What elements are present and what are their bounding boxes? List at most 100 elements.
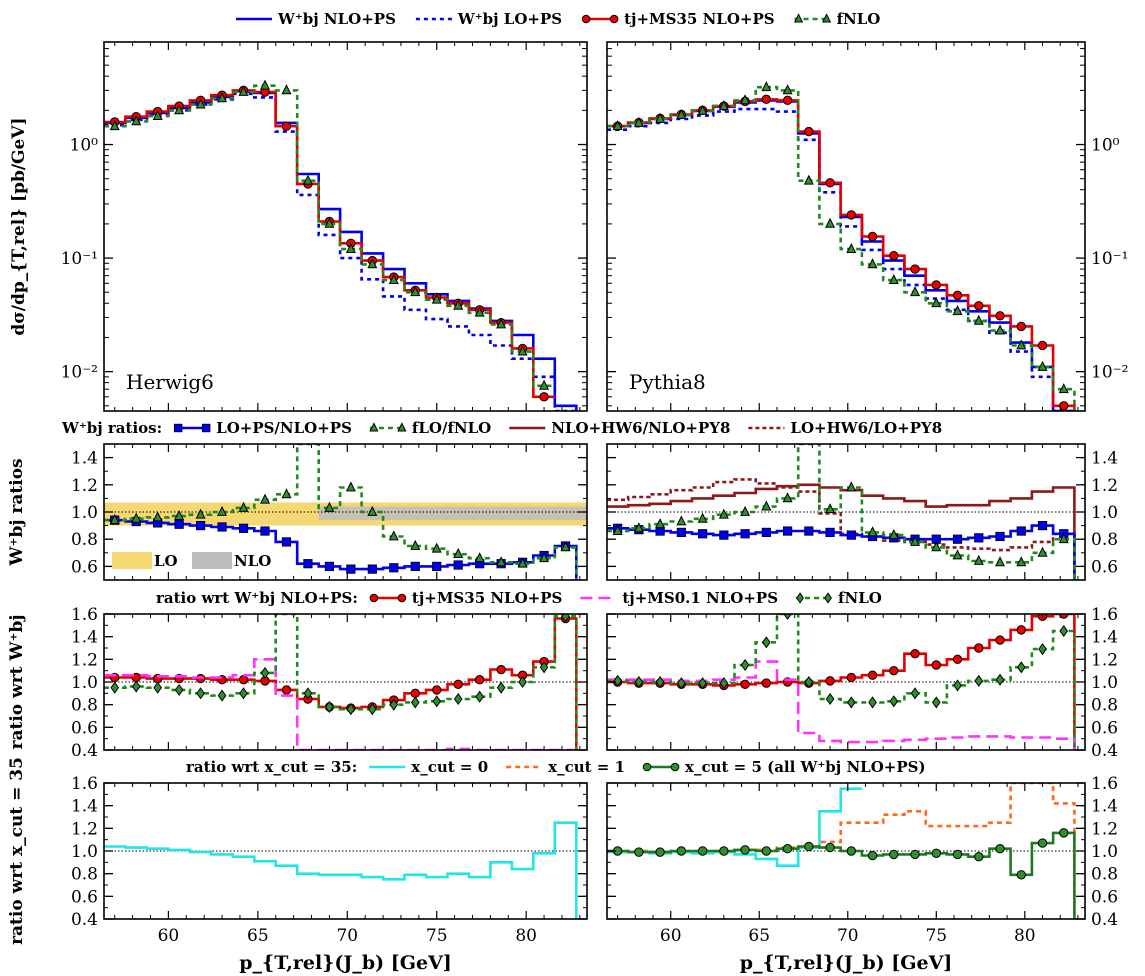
marker-fnlo (217, 92, 228, 103)
marker-flo_ratio (931, 541, 942, 552)
x-tick-label: 75 (426, 926, 448, 946)
panel-ratio2: 0.40.60.81.01.21.41.60.40.60.81.01.21.41… (7, 605, 1118, 761)
y-tick-label: 0.8 (1091, 696, 1118, 716)
marker-flo_ratio (431, 542, 442, 553)
series-fnlo (104, 84, 555, 388)
band-legend-nlo-label: NLO (234, 552, 271, 570)
series-tj_01 (104, 658, 577, 750)
y-tick-label: 1.2 (1091, 650, 1118, 670)
marker-fnlo (131, 115, 142, 126)
marker-fnlo_r (174, 683, 184, 696)
panel-ratio3: 0.40.60.81.01.21.41.660 65 70 75 80p_{T,rel}… (7, 757, 1118, 974)
y-tick-label: 0.4 (1091, 910, 1118, 930)
y-tick-label: 1.0 (71, 842, 98, 862)
marker-x5 (1016, 870, 1026, 880)
marker-x5 (910, 849, 920, 860)
legend-marker-flo_ratio (369, 422, 379, 432)
legend-label-x5: x_cut = 5 (all W⁺bj NLO+PS) (685, 758, 926, 776)
series-tj_01 (607, 660, 1076, 750)
marker-tj_35 (432, 685, 442, 695)
legend: W⁺bj NLO+PS W⁺bj LO+PS tj+MS35 NLO+PS fNLO (236, 10, 880, 28)
legend-label-w_lo: W⁺bj LO+PS (457, 10, 562, 28)
marker-fnlo (496, 318, 507, 329)
legend-label-flo_ratio: fLO/fNLO (412, 419, 491, 437)
marker-fnlo (1016, 339, 1027, 350)
marker-fnlo (238, 85, 249, 96)
series-x5 (607, 831, 1076, 919)
marker-fnlo_r (931, 696, 941, 709)
legend-label-fnlo_r: fNLO (838, 589, 882, 607)
legend-label-hw_py_nlo: NLO+HW6/NLO+PY8 (551, 419, 730, 437)
legend-label-x1: x_cut = 1 (548, 758, 625, 776)
marker-tj_35 (931, 280, 941, 290)
marker-lo_ratio (281, 537, 292, 547)
legend-label-tj_35: tj+MS35 NLO+PS (412, 589, 562, 607)
marker-x5 (634, 847, 644, 857)
marker-tj_35 (1059, 401, 1069, 411)
plot-area-ratio1-0 (104, 444, 587, 580)
plot-area-ratio3-0 (104, 821, 587, 919)
marker-lo_ratio (1016, 526, 1026, 536)
marker-tj_35 (910, 264, 920, 274)
series-w_nlo (607, 99, 1075, 411)
marker-lo_ratio (782, 526, 793, 536)
marker-x5 (825, 842, 835, 853)
marker-fnlo (410, 286, 421, 297)
marker-tj_35 (761, 94, 772, 105)
marker-tj_35 (867, 670, 878, 680)
marker-lo_ratio (195, 521, 206, 531)
marker-fnlo_r (910, 687, 920, 700)
panel-main: 10⁰ 10⁻¹ 10⁻² Herwig6 10⁰ 10⁻¹ 10⁻² Pythia8 dσ/d… (9, 41, 1128, 412)
marker-flo_ratio (410, 539, 421, 550)
marker-flo_ratio (496, 556, 507, 567)
marker-fnlo_r (783, 614, 792, 621)
series-flo_ratio (104, 444, 578, 580)
marker-flo_ratio (195, 508, 206, 519)
marker-fnlo_r (613, 674, 622, 687)
marker-fnlo_r (217, 689, 227, 702)
marker-lo_ratio (761, 527, 771, 538)
marker-fnlo_r (196, 687, 205, 700)
marker-lo_ratio (825, 527, 835, 538)
y-tick-label: 0.8 (71, 530, 98, 550)
series-x0 (607, 787, 862, 867)
marker-x5 (1059, 828, 1069, 838)
marker-fnlo (718, 99, 729, 111)
x-tick-label: 75 (925, 926, 947, 946)
plot-area-ratio2-0 (104, 614, 587, 750)
marker-tj_35 (281, 685, 292, 695)
marker-flo_ratio (174, 509, 185, 520)
marker-fnlo_r (889, 695, 899, 708)
marker-lo_ratio (389, 563, 399, 573)
y-axis-label-ratio2: ratio wrt W⁺bj (7, 614, 27, 749)
marker-flo_ratio (1016, 556, 1027, 567)
marker-lo_ratio (432, 561, 442, 572)
legend-label-hw_py_lo: LO+HW6/LO+PY8 (790, 419, 942, 437)
band-legend-nlo (192, 552, 232, 569)
marker-flo_ratio (238, 501, 249, 512)
x-axis-label: p_{T,rel}(J_b) [GeV] (239, 952, 452, 974)
marker-flo_ratio (217, 505, 228, 516)
marker-tj_35 (825, 676, 835, 686)
marker-tj_35 (974, 643, 984, 653)
marker-fnlo_r (153, 681, 162, 694)
marker-fnlo (910, 286, 921, 297)
marker-lo_ratio (410, 561, 420, 572)
y-tick-label: 1.2 (71, 650, 98, 670)
marker-fnlo_r (868, 696, 877, 709)
legend-sample-tj_35 (369, 593, 407, 603)
marker-fnlo (952, 305, 963, 316)
legend-sample-flo_ratio (369, 422, 407, 432)
marker-x5 (719, 846, 729, 856)
marker-fnlo (539, 379, 550, 390)
y-tick-label: 1.2 (1091, 476, 1118, 496)
marker-flo_ratio (867, 526, 878, 537)
legend-label-tj_35: tj+MS35 NLO+PS (624, 10, 774, 28)
marker-fnlo_r (974, 674, 984, 687)
marker-fnlo_r (539, 661, 549, 674)
y-tick-label: 1.2 (71, 476, 98, 496)
marker-tj_35 (281, 121, 292, 131)
marker-fnlo_r (496, 681, 506, 694)
marker-fnlo_r (239, 687, 248, 700)
marker-tj_35 (952, 290, 963, 301)
